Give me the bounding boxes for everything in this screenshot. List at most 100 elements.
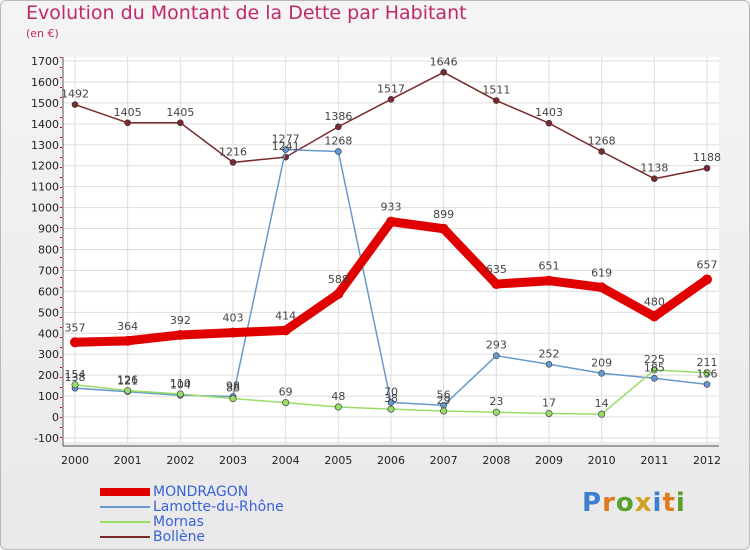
legend-label: MONDRAGON <box>153 483 249 500</box>
y-tick-label: -100 <box>34 432 59 445</box>
data-label: 156 <box>697 367 718 380</box>
data-label: 364 <box>117 320 138 333</box>
x-tick-label: 2009 <box>535 454 563 467</box>
legend-swatch <box>100 535 150 538</box>
data-label: 209 <box>591 356 612 369</box>
y-tick-label: 1100 <box>31 181 59 194</box>
data-label: 17 <box>542 396 556 409</box>
data-label: 1268 <box>588 134 616 147</box>
data-point <box>492 408 500 416</box>
data-label: 126 <box>117 374 138 387</box>
y-tick-label: 1500 <box>31 97 59 110</box>
data-label: 14 <box>595 397 609 410</box>
data-label: 29 <box>437 394 451 407</box>
y-tick-label: 600 <box>38 285 59 298</box>
data-point <box>335 123 342 131</box>
data-label: 933 <box>381 201 402 214</box>
line-chart: -100 0 100 200 300 400 500 600 700 800 900 1000 1100… <box>31 55 721 467</box>
data-point <box>387 405 395 413</box>
data-point <box>71 381 79 389</box>
x-tick-label: 2008 <box>482 454 510 467</box>
data-label: 1511 <box>482 84 510 97</box>
data-point <box>545 360 553 368</box>
data-label: 154 <box>65 368 86 381</box>
x-tick-label: 2007 <box>430 454 458 467</box>
data-label: 293 <box>486 339 507 352</box>
data-point <box>440 69 447 76</box>
data-label: 110 <box>170 377 191 390</box>
data-point <box>651 375 658 382</box>
legend-item: Bollène <box>100 528 284 545</box>
data-point <box>650 366 658 374</box>
y-tick-label: 400 <box>38 327 59 340</box>
data-label: 48 <box>331 390 345 403</box>
data-point <box>282 146 289 153</box>
x-tick-label: 2003 <box>219 454 247 467</box>
y-tick-label: 1700 <box>31 55 59 68</box>
data-point <box>228 327 238 338</box>
data-label: 619 <box>591 266 612 279</box>
data-label: 38 <box>384 392 398 405</box>
data-label: 1517 <box>377 82 405 95</box>
data-label: 138 <box>65 371 86 384</box>
data-label: 635 <box>486 263 507 276</box>
data-point <box>71 101 79 108</box>
x-tick-label: 2004 <box>272 454 300 467</box>
data-label: 657 <box>697 258 718 271</box>
data-point <box>545 409 553 417</box>
data-point <box>175 329 186 340</box>
data-point <box>177 119 184 127</box>
x-tick-label: 2002 <box>166 454 194 467</box>
y-tick-label: 300 <box>38 348 59 361</box>
data-point <box>229 159 237 166</box>
data-label: 104 <box>170 378 191 391</box>
legend-swatch <box>100 487 150 496</box>
data-label: 480 <box>644 296 665 309</box>
data-label: 651 <box>539 260 560 273</box>
data-label: 211 <box>697 356 718 369</box>
chart-title: Evolution du Montant de la Dette par Hab… <box>26 2 467 24</box>
data-point <box>703 381 711 388</box>
data-point <box>493 97 500 104</box>
y-tick-label: 800 <box>38 244 59 257</box>
data-label: 1188 <box>693 151 721 164</box>
data-point <box>596 282 607 293</box>
data-point <box>440 407 448 415</box>
data-point <box>334 403 342 411</box>
data-label: 185 <box>644 361 665 374</box>
data-label: 899 <box>433 208 454 221</box>
data-point <box>703 164 711 172</box>
data-label: 1405 <box>166 106 194 119</box>
legend-item: Lamotte-du-Rhône <box>100 498 284 515</box>
data-label: 121 <box>117 375 138 388</box>
data-point <box>280 325 291 336</box>
y-tick-label: 1400 <box>31 118 59 131</box>
data-label: 88 <box>226 382 240 395</box>
y-tick-label: 1200 <box>31 160 59 173</box>
data-point <box>493 352 500 359</box>
data-label: 588 <box>328 273 349 286</box>
data-point <box>176 390 184 398</box>
data-point <box>229 395 237 403</box>
legend-label: Bollène <box>153 528 206 545</box>
data-point <box>438 223 449 234</box>
data-label: 69 <box>279 386 293 399</box>
x-tick-label: 2000 <box>61 454 89 467</box>
y-tick-label: 1300 <box>31 139 59 152</box>
y-tick-label: 100 <box>38 390 59 403</box>
legend-swatch <box>100 520 150 523</box>
data-label: 56 <box>437 388 451 401</box>
data-point <box>544 275 554 286</box>
legend-label: Lamotte-du-Rhône <box>153 498 284 515</box>
data-point <box>703 369 711 377</box>
y-tick-label: 200 <box>38 369 59 382</box>
data-point <box>545 119 553 127</box>
legend: MONDRAGON Lamotte-du-Rhône Mornas Bollène <box>100 483 284 545</box>
data-point <box>598 148 605 155</box>
y-tick-label: 1600 <box>31 76 59 89</box>
data-point <box>387 399 395 406</box>
data-label: 252 <box>539 347 560 360</box>
data-point <box>70 337 80 348</box>
data-point <box>282 399 290 407</box>
y-tick-label: 700 <box>38 264 59 277</box>
